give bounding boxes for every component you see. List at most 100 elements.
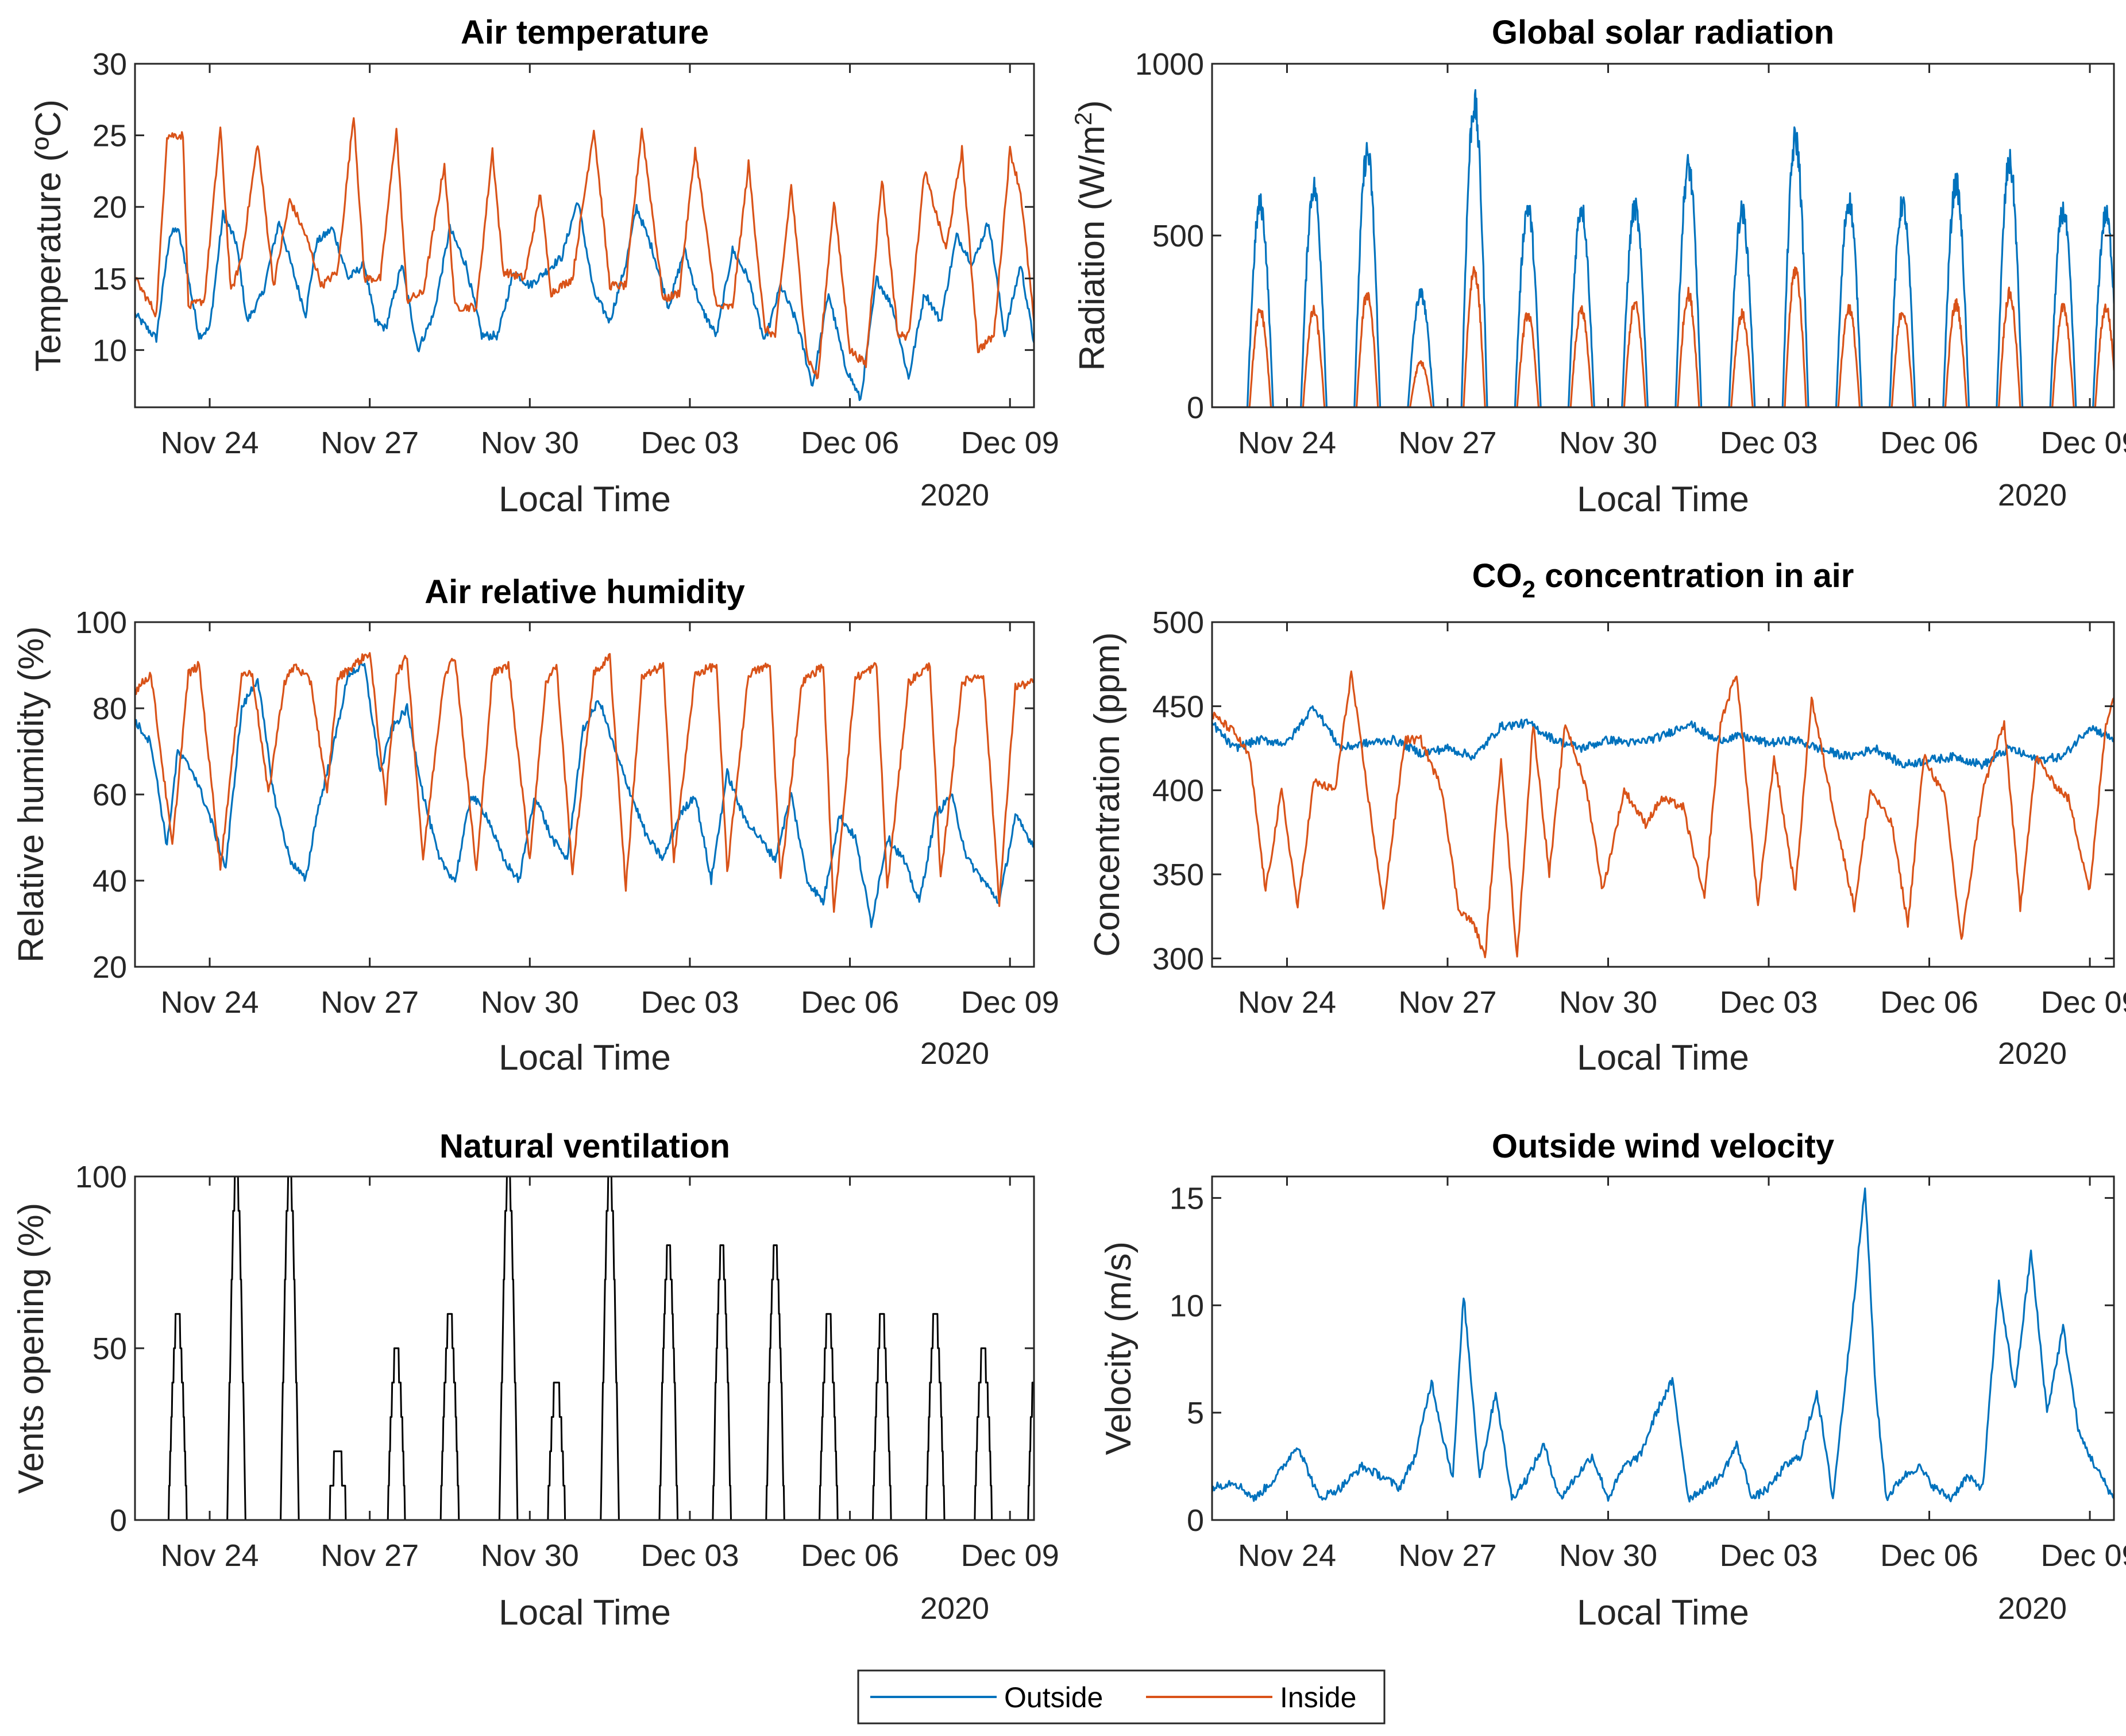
plot-lines (135, 652, 1034, 928)
y-tick-label: 0 (110, 1503, 127, 1538)
x-tick-label: Nov 27 (321, 1538, 419, 1573)
y-tick-label: 400 (1152, 774, 1204, 808)
plot-lines (135, 117, 1034, 402)
y-tick-label: 5 (1187, 1396, 1204, 1430)
y-axis-label: Concentration (ppm) (1087, 632, 1127, 956)
x-axis-label: Local Time (499, 480, 671, 519)
x-tick-label: Nov 30 (481, 1538, 579, 1573)
y-tick-label: 350 (1152, 858, 1204, 892)
y-tick-label: 0 (1187, 391, 1204, 425)
solar-radiation-panel: Global solar radiation 0 500 1000 Nov 24 Nov… (1070, 14, 2126, 519)
x-axis-label: Local Time (1577, 1593, 1749, 1633)
axis-ticks: 300 350 400 450 500 Nov 24 Nov 27 Nov 30 Dec 03 D… (1152, 605, 2126, 1020)
x-tick-label: Dec 03 (1719, 1538, 1818, 1573)
legend: Outside Inside (857, 1669, 1386, 1725)
y-tick-label: 15 (92, 262, 127, 296)
x-tick-label: Nov 27 (1398, 426, 1496, 460)
year-label: 2020 (1998, 1591, 2067, 1626)
x-tick-label: Dec 09 (2041, 985, 2126, 1020)
y-tick-label: 25 (92, 119, 127, 153)
x-axis-label: Local Time (1577, 1038, 1749, 1078)
x-tick-label: Dec 09 (2041, 426, 2126, 460)
x-tick-label: Nov 30 (481, 426, 579, 460)
y-axis-label: Vents opening (%) (11, 1203, 51, 1494)
x-tick-label: Dec 06 (1880, 426, 1978, 460)
y-axis-label: Velocity (m/s) (1099, 1241, 1139, 1455)
x-tick-label: Dec 09 (961, 426, 1059, 460)
wind-velocity-panel: Outside wind velocity 0 5 10 15 Nov 24 Nov 27… (1099, 1128, 2126, 1633)
y-tick-label: 450 (1152, 689, 1204, 724)
plot-lines (1212, 670, 2114, 959)
x-tick-label: Dec 06 (801, 426, 899, 460)
series-inside-line (1212, 670, 2114, 959)
x-tick-label: Nov 24 (160, 426, 258, 460)
y-tick-label: 60 (92, 778, 127, 812)
x-axis-label: Local Time (499, 1593, 671, 1633)
y-tick-label: 40 (92, 864, 127, 898)
y-tick-label: 1000 (1135, 47, 1204, 82)
y-tick-label: 15 (1170, 1181, 1204, 1216)
co2-concentration-panel: CO2 concentration in air 300 350 400 450 500… (1087, 557, 2126, 1078)
legend-inside-label: Inside (1280, 1681, 1356, 1714)
x-tick-label: Nov 24 (1238, 1538, 1336, 1573)
x-tick-label: Dec 06 (801, 985, 899, 1020)
y-tick-label: 10 (1170, 1289, 1204, 1323)
x-tick-label: Dec 03 (1719, 426, 1818, 460)
x-axis-label: Local Time (1577, 480, 1749, 519)
year-label: 2020 (920, 478, 989, 512)
y-tick-label: 100 (75, 605, 127, 640)
axis-ticks: 20 40 60 80 100 Nov 24 Nov 27 Nov 30 Dec 03 Dec 0… (75, 605, 1059, 1020)
series-outside-line (1212, 89, 2114, 407)
x-tick-label: Dec 03 (640, 426, 739, 460)
y-tick-label: 100 (75, 1160, 127, 1194)
y-tick-label: 20 (92, 190, 127, 225)
x-tick-label: Dec 03 (640, 985, 739, 1020)
y-axis-label-close: ) (1072, 100, 1112, 112)
y-tick-label: 30 (92, 47, 127, 82)
y-tick-label: 20 (92, 950, 127, 985)
y-axis-label: Radiation (W/m2) (1070, 100, 1112, 371)
axis-ticks: 0 50 100 Nov 24 Nov 27 Nov 30 Dec 03 Dec 06 Dec … (75, 1160, 1059, 1573)
x-tick-label: Dec 09 (2041, 1538, 2126, 1573)
year-label: 2020 (920, 1036, 989, 1071)
x-tick-label: Nov 27 (321, 426, 419, 460)
y-tick-label: 50 (92, 1332, 127, 1366)
series-outside-line (135, 662, 1034, 928)
x-tick-label: Nov 27 (1398, 1538, 1496, 1573)
chart-title: Global solar radiation (1492, 14, 1834, 51)
plot-frame (134, 1175, 1035, 1521)
chart-title: Outside wind velocity (1492, 1128, 1834, 1165)
series-vents-line (135, 1176, 1034, 1520)
axis-ticks: 0 500 1000 Nov 24 Nov 27 Nov 30 Dec 03 Dec 06 De… (1135, 47, 2126, 460)
y-tick-label: 80 (92, 692, 127, 726)
x-tick-label: Dec 06 (801, 1538, 899, 1573)
x-tick-label: Nov 24 (1238, 426, 1336, 460)
relative-humidity-panel: Air relative humidity 20 40 60 80 100 Nov 24 N… (11, 573, 1059, 1078)
y-tick-label: 10 (92, 333, 127, 368)
y-axis-label-main: Radiation (W/m (1072, 125, 1112, 371)
x-tick-label: Nov 24 (160, 1538, 258, 1573)
x-tick-label: Nov 24 (160, 985, 258, 1020)
series-outside-line (1212, 705, 2114, 770)
x-tick-label: Nov 30 (1559, 426, 1657, 460)
chart-title: Air temperature (461, 14, 709, 51)
x-tick-label: Nov 27 (1398, 985, 1496, 1020)
plot-lines (135, 1176, 1034, 1520)
series-outside-line (135, 202, 1034, 402)
x-tick-label: Nov 30 (1559, 1538, 1657, 1573)
x-tick-label: Nov 30 (481, 985, 579, 1020)
x-tick-label: Dec 03 (640, 1538, 739, 1573)
plot-lines (1212, 89, 2114, 407)
year-label: 2020 (920, 1591, 989, 1626)
x-tick-label: Dec 06 (1880, 1538, 1978, 1573)
series-inside-line (135, 652, 1034, 913)
y-tick-label: 500 (1152, 605, 1204, 640)
natural-ventilation-panel: Natural ventilation 0 50 100 Nov 24 Nov 27 No… (11, 1128, 1059, 1633)
plot-frame (134, 63, 1035, 408)
x-tick-label: Nov 24 (1238, 985, 1336, 1020)
chart-title: CO2 concentration in air (1472, 557, 1854, 603)
chart-title-subscript: 2 (1522, 576, 1535, 603)
x-tick-label: Nov 30 (1559, 985, 1657, 1020)
year-label: 2020 (1998, 1036, 2067, 1071)
chart-title: Air relative humidity (425, 573, 745, 611)
